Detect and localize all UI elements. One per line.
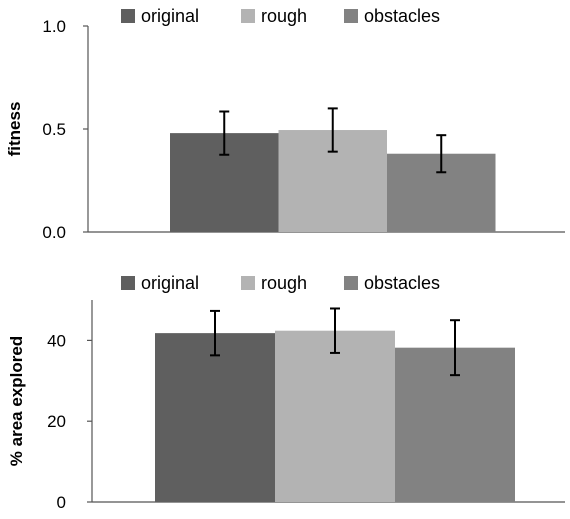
legend-swatch	[344, 9, 358, 23]
legend-label: obstacles	[364, 273, 440, 293]
legend-label: rough	[261, 6, 307, 26]
legend-swatch	[241, 276, 255, 290]
y-tick-label: 20	[47, 412, 66, 431]
legend-label: original	[141, 6, 199, 26]
legend-label: obstacles	[364, 6, 440, 26]
y-tick-label: 0.5	[42, 120, 66, 139]
y-tick-label: 1.0	[42, 17, 66, 36]
y-tick-label: 40	[47, 331, 66, 350]
bar	[155, 333, 275, 502]
legend-label: rough	[261, 273, 307, 293]
legend-label: original	[141, 273, 199, 293]
legend-swatch	[121, 9, 135, 23]
y-tick-label: 0	[57, 493, 66, 512]
y-axis-title: fitness	[5, 102, 24, 157]
y-tick-label: 0.0	[42, 223, 66, 242]
legend-swatch	[241, 9, 255, 23]
legend-swatch	[344, 276, 358, 290]
y-axis-title: % area explored	[7, 336, 26, 466]
bar	[275, 330, 395, 502]
legend-swatch	[121, 276, 135, 290]
